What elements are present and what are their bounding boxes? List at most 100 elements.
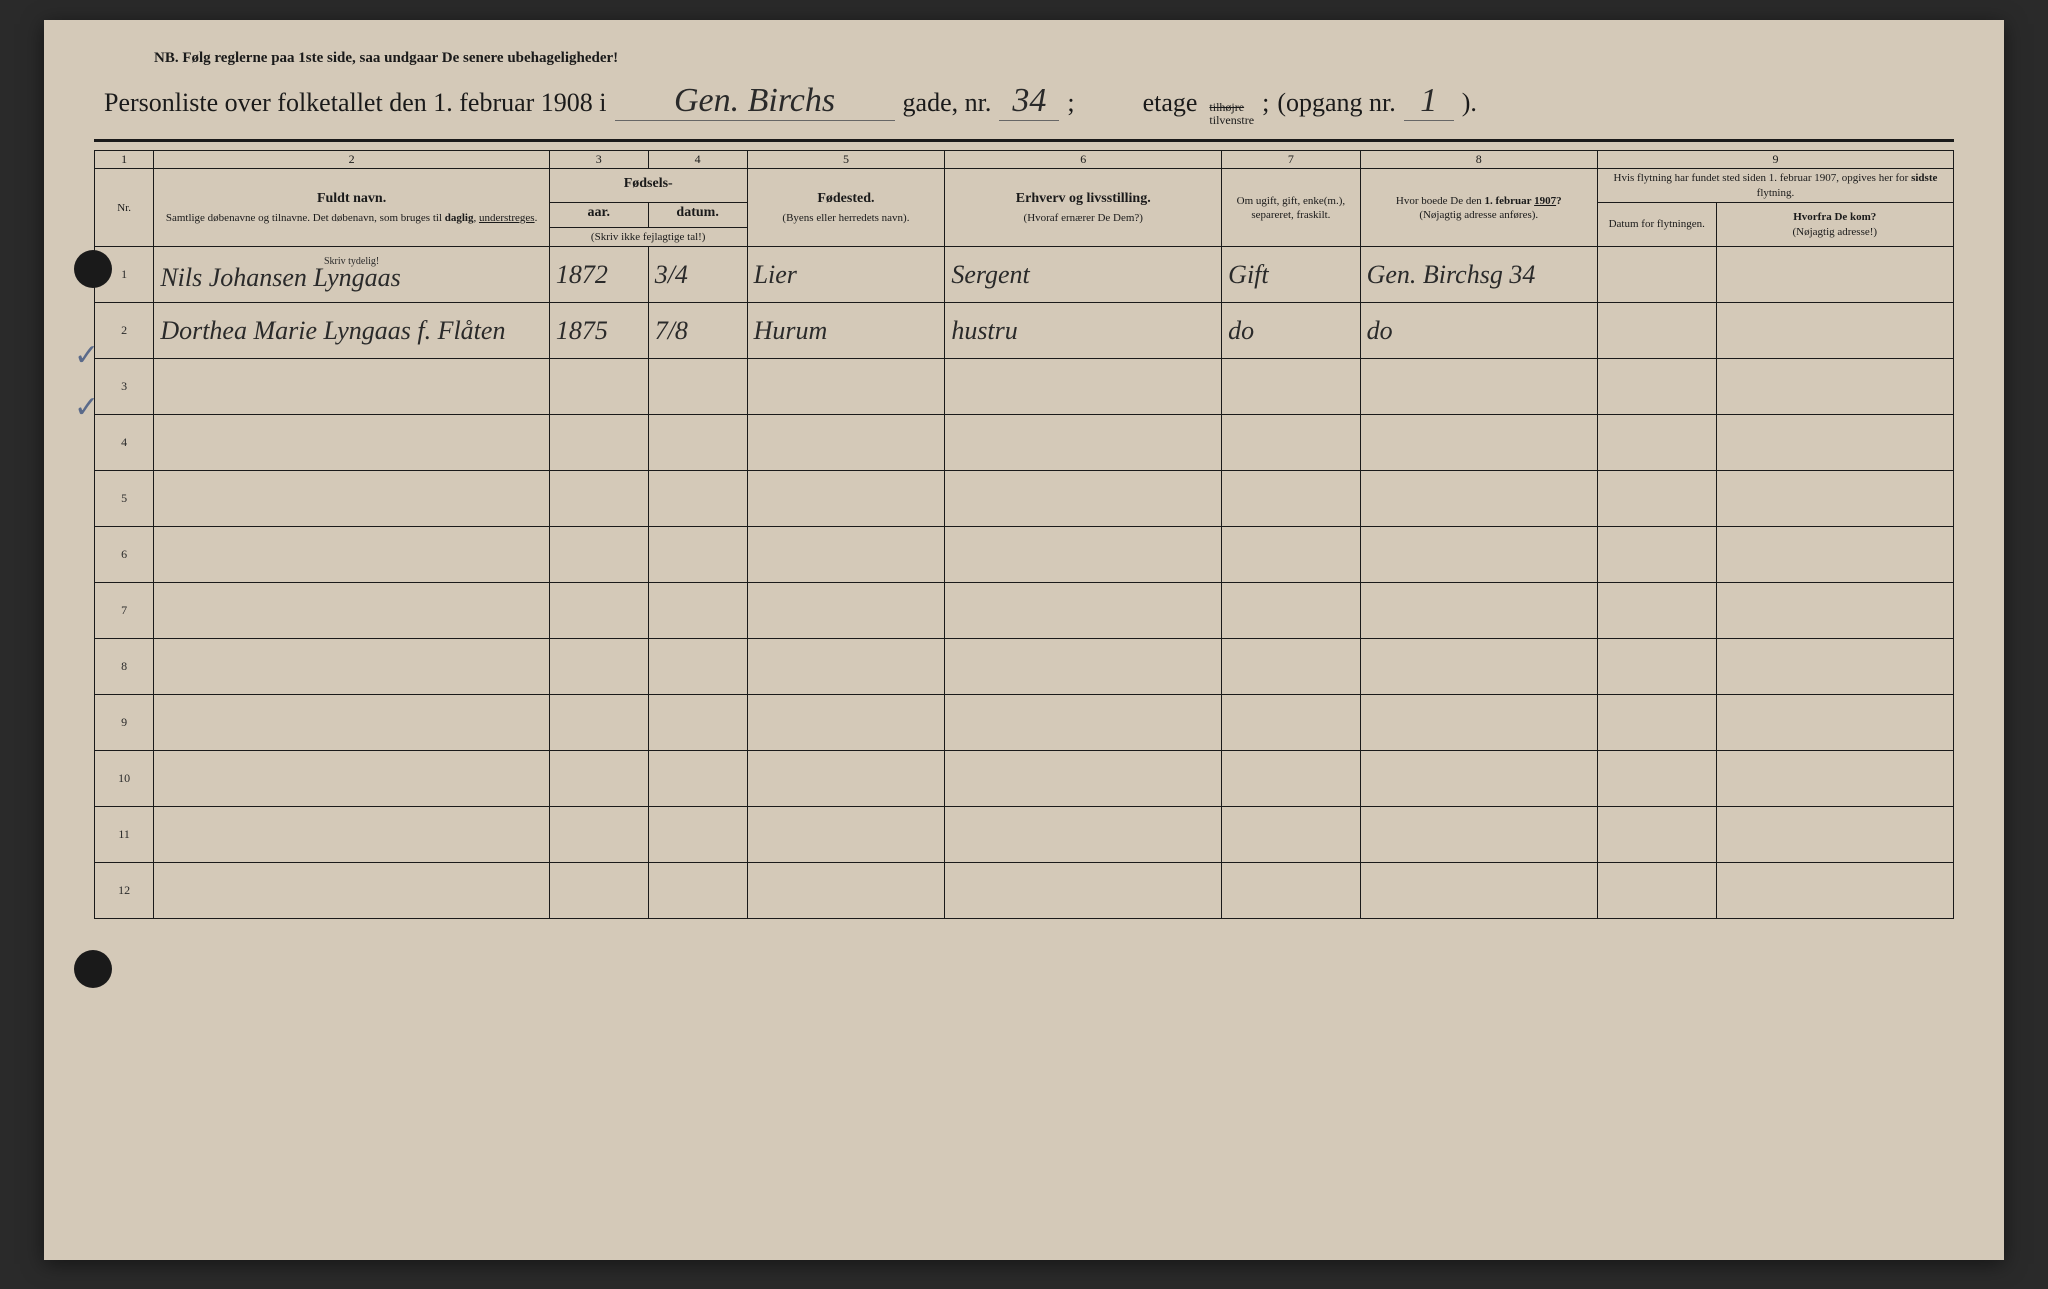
cell-occupation xyxy=(945,471,1222,527)
header-name: Fuldt navn. Samtlige døbenavne og tilnav… xyxy=(154,169,550,247)
table-row: 11 xyxy=(95,807,1954,863)
cell-marital xyxy=(1222,415,1360,471)
cell-occupation xyxy=(945,751,1222,807)
cell-name xyxy=(154,807,550,863)
table-row: 2 Dorthea Marie Lyngaas f. Flåten 1875 7… xyxy=(95,303,1954,359)
cell-marital xyxy=(1222,583,1360,639)
cell-from xyxy=(1716,583,1953,639)
cell-nr: 2 xyxy=(95,303,154,359)
cell-move-date xyxy=(1597,695,1716,751)
col-num: 7 xyxy=(1222,151,1360,169)
cell-prev-addr: Gen. Birchsg 34 xyxy=(1360,247,1597,303)
cell-year xyxy=(549,807,648,863)
col-num: 4 xyxy=(648,151,747,169)
cell-birthplace xyxy=(747,471,945,527)
cell-from xyxy=(1716,471,1953,527)
cell-move-date xyxy=(1597,583,1716,639)
cell-occupation xyxy=(945,415,1222,471)
cell-prev-addr xyxy=(1360,527,1597,583)
cell-occupation xyxy=(945,583,1222,639)
cell-marital: Gift xyxy=(1222,247,1360,303)
col-num: 2 xyxy=(154,151,550,169)
cell-from xyxy=(1716,695,1953,751)
cell-from xyxy=(1716,359,1953,415)
table-row: 1 Skriv tydelig!Nils Johansen Lyngaas 18… xyxy=(95,247,1954,303)
cell-occupation xyxy=(945,863,1222,919)
cell-prev-addr xyxy=(1360,639,1597,695)
col-num: 6 xyxy=(945,151,1222,169)
cell-name xyxy=(154,863,550,919)
separator: ; xyxy=(1262,88,1269,118)
cell-marital xyxy=(1222,807,1360,863)
cell-marital xyxy=(1222,863,1360,919)
cell-date xyxy=(648,807,747,863)
cell-birthplace xyxy=(747,695,945,751)
cell-marital xyxy=(1222,359,1360,415)
cell-from xyxy=(1716,303,1953,359)
cell-move-date xyxy=(1597,639,1716,695)
table-row: 3 xyxy=(95,359,1954,415)
cell-prev-addr xyxy=(1360,415,1597,471)
cell-birthplace xyxy=(747,807,945,863)
cell-birthplace: Lier xyxy=(747,247,945,303)
nb-warning: NB. Følg reglerne paa 1ste side, saa und… xyxy=(154,50,1954,67)
cell-marital xyxy=(1222,751,1360,807)
title-line: Personliste over folketallet den 1. febr… xyxy=(94,82,1954,127)
punch-hole xyxy=(74,250,112,288)
cell-marital xyxy=(1222,639,1360,695)
cell-year xyxy=(549,751,648,807)
street-name-field: Gen. Birchs xyxy=(615,82,895,121)
cell-marital xyxy=(1222,695,1360,751)
cell-nr: 7 xyxy=(95,583,154,639)
cell-year xyxy=(549,359,648,415)
header-birth: Fødsels- xyxy=(549,169,747,203)
cell-nr: 12 xyxy=(95,863,154,919)
cell-move-date xyxy=(1597,471,1716,527)
cell-nr: 5 xyxy=(95,471,154,527)
cell-year xyxy=(549,583,648,639)
census-table: 1 2 3 4 5 6 7 8 9 Nr. Fuldt navn. Samtli… xyxy=(94,150,1954,919)
table-row: 10 xyxy=(95,751,1954,807)
cell-prev-addr xyxy=(1360,359,1597,415)
cell-nr: 10 xyxy=(95,751,154,807)
cell-nr: 9 xyxy=(95,695,154,751)
house-nr-field: 34 xyxy=(999,82,1059,121)
header-birth-note: (Skriv ikke fejlagtige tal!) xyxy=(549,227,747,246)
cell-name xyxy=(154,415,550,471)
cell-move-date xyxy=(1597,751,1716,807)
cell-move-date xyxy=(1597,247,1716,303)
cell-date xyxy=(648,751,747,807)
col-num: 5 xyxy=(747,151,945,169)
cell-year xyxy=(549,863,648,919)
cell-date: 3/4 xyxy=(648,247,747,303)
cell-nr: 3 xyxy=(95,359,154,415)
col-num: 9 xyxy=(1597,151,1953,169)
cell-nr: 11 xyxy=(95,807,154,863)
cell-prev-addr xyxy=(1360,863,1597,919)
cell-occupation xyxy=(945,359,1222,415)
cell-date: 7/8 xyxy=(648,303,747,359)
cell-move-date xyxy=(1597,807,1716,863)
header-year: aar. xyxy=(549,202,648,227)
header-nr: Nr. xyxy=(95,169,154,247)
cell-birthplace xyxy=(747,415,945,471)
cell-move-date xyxy=(1597,359,1716,415)
header-move-date: Datum for flytningen. xyxy=(1597,202,1716,246)
cell-birthplace xyxy=(747,527,945,583)
census-form-page: ✓ ✓ NB. Følg reglerne paa 1ste side, saa… xyxy=(44,20,2004,1260)
opgang-label: (opgang nr. xyxy=(1277,88,1395,118)
cell-date xyxy=(648,415,747,471)
cell-prev-addr xyxy=(1360,807,1597,863)
cell-from xyxy=(1716,863,1953,919)
separator: ; xyxy=(1067,88,1074,118)
cell-name: Dorthea Marie Lyngaas f. Flåten xyxy=(154,303,550,359)
etage-options: tilhøjre tilvenstre xyxy=(1209,101,1254,127)
header-move: Hvis flytning har fundet sted siden 1. f… xyxy=(1597,169,1953,203)
header-prev-addr: Hvor boede De den 1. februar 1907? (Nøja… xyxy=(1360,169,1597,247)
table-row: 12 xyxy=(95,863,1954,919)
cell-marital xyxy=(1222,527,1360,583)
cell-from xyxy=(1716,247,1953,303)
cell-from xyxy=(1716,527,1953,583)
cell-marital xyxy=(1222,471,1360,527)
cell-date xyxy=(648,359,747,415)
